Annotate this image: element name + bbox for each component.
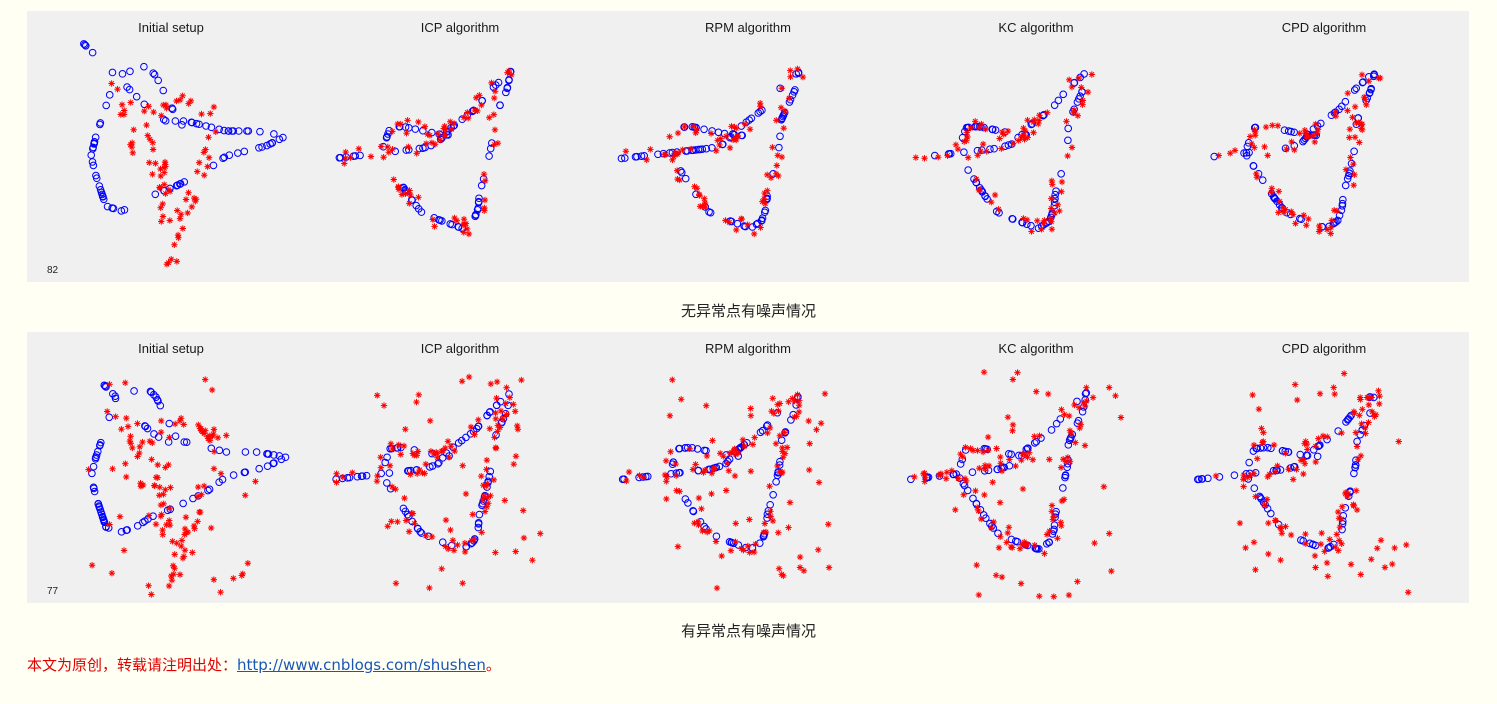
subplot-points — [85, 376, 290, 598]
scatter-plots — [85, 368, 1412, 600]
subplot-points — [912, 70, 1096, 235]
copyright-suffix: 。 — [485, 656, 501, 674]
subplot-title: Initial setup — [138, 341, 204, 356]
frame-number: 82 — [47, 265, 59, 276]
copyright-note: 本文为原创，转载请注明出处：http://www.cnblogs.com/shu… — [27, 654, 501, 675]
scatter-plots — [80, 40, 1384, 268]
subplot-points — [335, 67, 515, 238]
figure-caption: 有异常点有噪声情况 — [680, 622, 816, 640]
subplot-title: KC algorithm — [998, 341, 1074, 356]
figure-panel-with-outliers: Initial setup ICP algorithm RPM algorith… — [27, 332, 1469, 603]
subplot-points — [80, 40, 287, 268]
figure-caption: 无异常点有噪声情况 — [680, 302, 816, 320]
copyright-prefix: 本文为原创，转载请注明出处： — [27, 656, 238, 674]
subplot-title: RPM algorithm — [705, 20, 791, 35]
subplot-title: RPM algorithm — [705, 341, 791, 356]
subplot-points — [617, 65, 807, 238]
subplot-points — [1194, 370, 1412, 596]
subplot-points — [618, 376, 833, 592]
figure-panel-no-outliers: Initial setup ICP algorithm RPM algorith… — [27, 11, 1469, 282]
blog-link[interactable]: http://www.cnblogs.com/shushen — [237, 656, 486, 674]
subplot-points — [907, 368, 1125, 600]
subplot-title: ICP algorithm — [420, 20, 500, 35]
subplot-title: KC algorithm — [998, 20, 1074, 35]
subplot-title: ICP algorithm — [420, 341, 500, 356]
subplot-title: CPD algorithm — [1281, 341, 1367, 356]
subplot-title: Initial setup — [138, 20, 204, 35]
subplot-title: CPD algorithm — [1281, 20, 1367, 35]
subplot-points — [1210, 70, 1384, 237]
frame-number: 77 — [47, 586, 59, 597]
subplot-points — [332, 373, 544, 592]
